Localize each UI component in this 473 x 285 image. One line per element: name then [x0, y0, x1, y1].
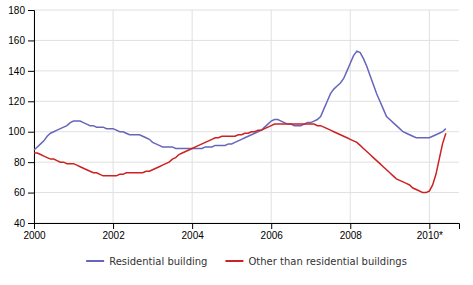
tick-mark: [28, 101, 34, 102]
tick-mark: [28, 71, 34, 72]
tick: 180: [8, 5, 34, 16]
plot: 2000 2002 2004 2006 2008 2010* 40 60 80 100 120 140…: [8, 5, 459, 241]
tick: 2008: [340, 223, 363, 241]
legend-item: Other than residential buildings: [225, 256, 406, 267]
legend-swatch: [86, 260, 104, 262]
tick: 140: [8, 66, 34, 77]
grid-line: [34, 162, 459, 163]
tick: 2002: [102, 223, 125, 241]
legend-item: Residential building: [86, 256, 207, 267]
tick: 2010*: [417, 223, 443, 241]
tick-mark: [28, 223, 34, 224]
tick-mark: [28, 162, 34, 163]
series-group: [34, 51, 446, 192]
tick: 120: [8, 96, 34, 107]
tick-label: 60: [14, 187, 26, 198]
tick-mark: [113, 223, 114, 229]
grid-line: [34, 40, 459, 41]
tick-mark: [28, 10, 34, 11]
x-axis: 2000 2002 2004 2006 2008 2010*: [23, 223, 459, 241]
tick-label: 2008: [340, 230, 363, 241]
tick: 160: [8, 35, 34, 46]
line: [34, 124, 446, 192]
grid-line: [34, 192, 459, 193]
axis-line: [28, 11, 35, 224]
tick-label: 2010*: [417, 230, 443, 241]
tick-label: 180: [8, 5, 25, 16]
tick: 2006: [261, 223, 284, 241]
legend-swatch: [225, 260, 243, 262]
grid-line: [113, 10, 114, 223]
tick: 80: [14, 157, 34, 168]
tick-label: 120: [8, 96, 25, 107]
y-axis: 40 60 80 100 120 140 160 180: [8, 5, 34, 229]
axis-line: [35, 224, 460, 230]
legend: Residential building Other than residenti…: [86, 256, 407, 267]
tick-mark: [28, 40, 34, 41]
tick-mark: [192, 223, 193, 229]
chart: 2000 2002 2004 2006 2008 2010* 40 60 80 100 120 140…: [0, 0, 473, 285]
tick: 40: [14, 218, 34, 229]
grid-line: [34, 101, 459, 102]
grid: [34, 10, 459, 223]
tick-label: 2000: [23, 230, 46, 241]
tick-mark: [429, 223, 430, 229]
tick-label: 2004: [182, 230, 205, 241]
grid-line: [350, 10, 351, 223]
grid-line: [34, 131, 459, 132]
tick-label: 2006: [261, 230, 284, 241]
tick: 100: [8, 126, 34, 137]
grid-line: [192, 10, 193, 223]
tick-label: 160: [8, 35, 25, 46]
tick-mark: [28, 193, 34, 194]
grid-line: [34, 70, 459, 71]
tick-mark: [271, 223, 272, 229]
tick: 2004: [182, 223, 205, 241]
tick-mark: [350, 223, 351, 229]
tick-label: 80: [14, 157, 26, 168]
tick-label: 2002: [102, 230, 125, 241]
tick-label: 140: [8, 66, 25, 77]
tick: 60: [14, 187, 34, 198]
tick-label: 40: [14, 218, 26, 229]
tick-mark: [28, 132, 34, 133]
legend-label: Other than residential buildings: [248, 256, 406, 267]
grid-line: [271, 10, 272, 223]
legend-label: Residential building: [109, 256, 207, 267]
tick: 2000: [23, 223, 46, 241]
grid-line: [34, 10, 459, 11]
tick-label: 100: [8, 126, 25, 137]
